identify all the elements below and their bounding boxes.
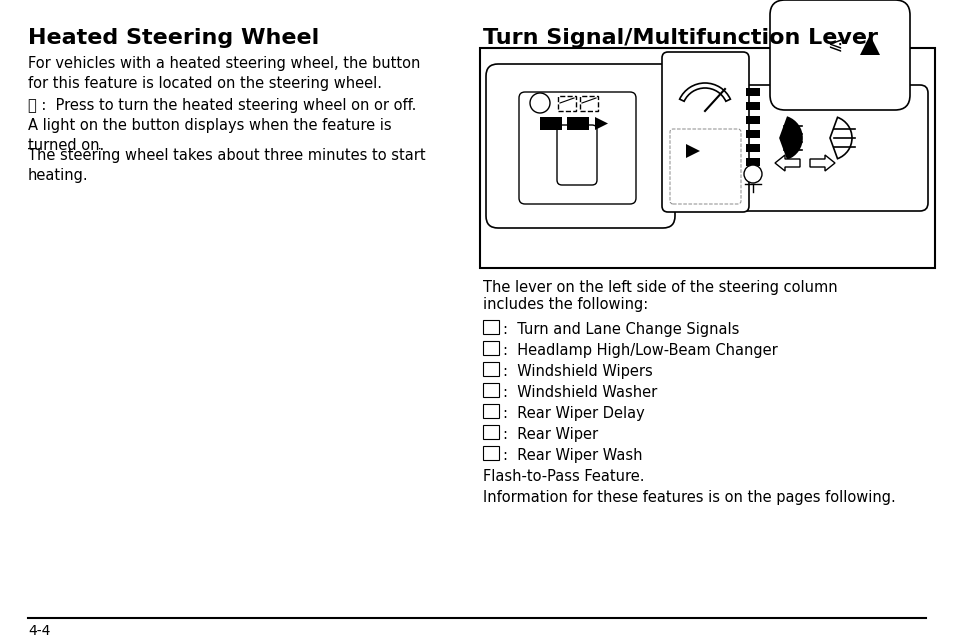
Text: The lever on the left side of the steering column: The lever on the left side of the steeri…: [482, 280, 837, 295]
Bar: [745, 158, 760, 166]
FancyBboxPatch shape: [601, 85, 927, 211]
Bar: [745, 88, 760, 96]
Bar: [482, 362, 498, 376]
Bar: [482, 446, 498, 460]
Bar: [482, 425, 498, 439]
Polygon shape: [595, 117, 607, 130]
Text: ⎙ :  Press to turn the heated steering wheel on or off.
A light on the button di: ⎙ : Press to turn the heated steering wh…: [28, 98, 416, 152]
Bar: [745, 102, 760, 110]
Bar: [482, 404, 498, 418]
Text: includes the following:: includes the following:: [482, 297, 648, 312]
FancyBboxPatch shape: [485, 64, 675, 228]
Text: Turn Signal/Multifunction Lever: Turn Signal/Multifunction Lever: [482, 28, 877, 48]
Text: 4-4: 4-4: [28, 624, 51, 638]
FancyBboxPatch shape: [669, 129, 740, 204]
Bar: [558, 96, 576, 111]
Text: :  Headlamp High/Low-Beam Changer: : Headlamp High/Low-Beam Changer: [502, 343, 777, 358]
Bar: [745, 116, 760, 124]
Text: :  Rear Wiper: : Rear Wiper: [502, 427, 598, 442]
Text: :  Rear Wiper Delay: : Rear Wiper Delay: [502, 406, 644, 421]
Text: :  Turn and Lane Change Signals: : Turn and Lane Change Signals: [502, 322, 739, 337]
FancyBboxPatch shape: [557, 125, 597, 185]
Text: Flash-to-Pass Feature.: Flash-to-Pass Feature.: [482, 469, 644, 484]
Text: For vehicles with a heated steering wheel, the button
for this feature is locate: For vehicles with a heated steering whee…: [28, 56, 420, 91]
Wedge shape: [829, 117, 851, 159]
FancyBboxPatch shape: [518, 92, 636, 204]
Bar: [745, 144, 760, 152]
Polygon shape: [685, 144, 700, 158]
Text: ⩿: ⩿: [826, 36, 841, 54]
Polygon shape: [859, 35, 879, 55]
Bar: [579, 96, 598, 111]
Wedge shape: [780, 117, 801, 159]
Wedge shape: [679, 83, 730, 101]
Bar: [479, 48, 934, 268]
Polygon shape: [809, 155, 834, 171]
Bar: [745, 130, 760, 138]
Text: The steering wheel takes about three minutes to start
heating.: The steering wheel takes about three min…: [28, 148, 425, 183]
Text: Information for these features is on the pages following.: Information for these features is on the…: [482, 490, 895, 505]
FancyBboxPatch shape: [661, 52, 748, 212]
Bar: [482, 341, 498, 355]
Bar: [539, 117, 561, 130]
Bar: [482, 383, 498, 397]
Circle shape: [743, 165, 761, 183]
Text: :  Rear Wiper Wash: : Rear Wiper Wash: [502, 448, 641, 463]
Circle shape: [530, 93, 550, 113]
FancyBboxPatch shape: [769, 0, 909, 110]
Bar: [566, 117, 588, 130]
Text: :  Windshield Wipers: : Windshield Wipers: [502, 364, 652, 379]
Text: Heated Steering Wheel: Heated Steering Wheel: [28, 28, 319, 48]
Text: :  Windshield Washer: : Windshield Washer: [502, 385, 657, 400]
Polygon shape: [774, 155, 800, 171]
Bar: [482, 320, 498, 334]
